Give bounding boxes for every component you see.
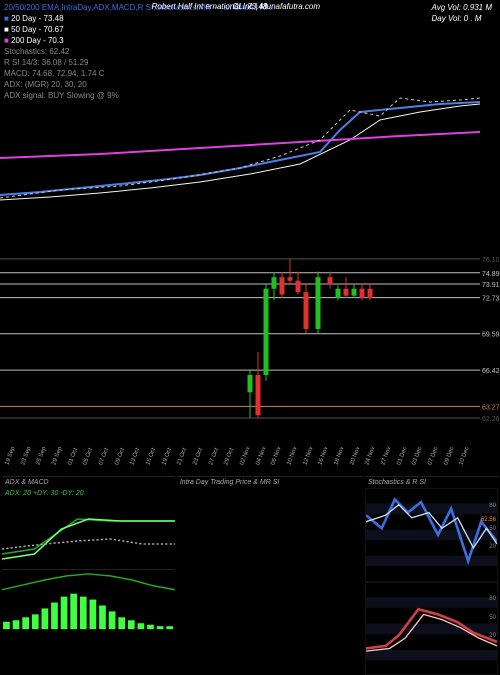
svg-text:73.91: 73.91 — [482, 282, 500, 289]
svg-text:74.89: 74.89 — [482, 271, 500, 278]
macd-label: MACD: 74.68, 72.94, 1.74 C — [4, 68, 496, 79]
intraday-panel[interactable]: Intra Day Trading Price & MR SI — [177, 476, 363, 652]
avg-vol: Avg Vol: 0.931 M — [432, 2, 492, 13]
svg-text:63.27: 63.27 — [482, 404, 500, 411]
indicator-panels: ADX & MACD ADX: 20 +DY: 30 -DY: 20 Intra… — [0, 474, 500, 654]
rsi-label: R SI 14/3: 36.08 / 51.29 — [4, 57, 496, 68]
svg-text:66.42: 66.42 — [482, 368, 500, 375]
adx-macd-title: ADX & MACD — [2, 477, 175, 488]
company-name: Robert Half Int ernational Inc | Munafaf… — [152, 2, 320, 11]
svg-text:69.59: 69.59 — [482, 332, 500, 339]
stoch-title: Stochastics & R SI — [365, 477, 498, 488]
chart-header: 20/50/200 EMA,IntraDay,ADX,MACD,R SI,Sto… — [0, 0, 500, 80]
adx-subtitle: ADX: 20 +DY: 30 -DY: 20 — [2, 488, 175, 499]
svg-text:62.26: 62.26 — [482, 416, 500, 423]
price-chart-upper[interactable] — [0, 80, 500, 210]
stoch-label: Stochastics: 62.42 — [4, 46, 496, 57]
ma20-label: 20 Day — [11, 14, 36, 23]
x-axis: 19 Sep23 Sep25 Sep29 Sep01 Oct05 Oct07 O… — [0, 444, 500, 474]
price-chart-lower[interactable]: 76.10 74.89 73.91 72.73 69.59 66.42 63.27 62.26 — [0, 214, 500, 444]
stoch-rsi-panel[interactable]: Stochastics & R SI 8062.565020 805020 — [365, 476, 498, 652]
rsi-subpanel: 805020 — [365, 582, 498, 675]
intraday-title: Intra Day Trading Price & MR SI — [177, 477, 363, 488]
ma200-label: 200 Day - 70.3 — [11, 36, 63, 45]
ma50-label: 50 Day - 70.67 — [11, 25, 63, 34]
svg-text:76.10: 76.10 — [482, 257, 500, 264]
stoch-subpanel: 8062.565020 — [365, 488, 498, 582]
day-vol: Day Vol: 0 . M — [432, 13, 492, 24]
adx-macd-panel[interactable]: ADX & MACD ADX: 20 +DY: 30 -DY: 20 — [2, 476, 175, 652]
svg-text:72.73: 72.73 — [482, 296, 500, 303]
